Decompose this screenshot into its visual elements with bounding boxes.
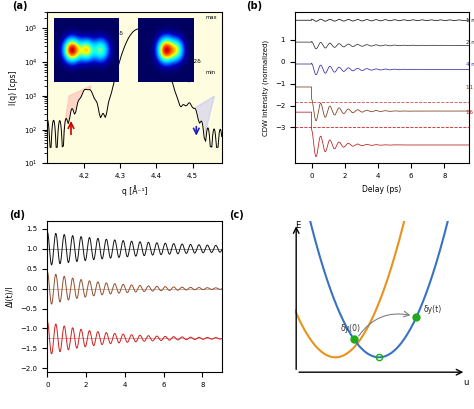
Text: 1 mJ/cm²: 1 mJ/cm² bbox=[466, 17, 474, 23]
Y-axis label: CDW Intensity (normalized): CDW Intensity (normalized) bbox=[263, 40, 269, 136]
Text: u: u bbox=[464, 378, 469, 387]
X-axis label: Delay (ps): Delay (ps) bbox=[363, 185, 402, 194]
Text: q=2+2δ: q=2+2δ bbox=[177, 59, 201, 64]
Text: δy(t): δy(t) bbox=[424, 305, 442, 314]
Text: 11 mJ/cm²: 11 mJ/cm² bbox=[466, 84, 474, 90]
Y-axis label: ΔI(t)/I: ΔI(t)/I bbox=[6, 286, 15, 307]
Text: 2 mJ/cm²: 2 mJ/cm² bbox=[466, 39, 474, 45]
Text: 4 mJ/cm²: 4 mJ/cm² bbox=[466, 61, 474, 67]
Text: δy(0): δy(0) bbox=[341, 324, 361, 333]
Polygon shape bbox=[58, 86, 91, 164]
Text: max: max bbox=[206, 15, 217, 20]
X-axis label: q [Å⁻¹]: q [Å⁻¹] bbox=[122, 185, 147, 196]
Text: min: min bbox=[206, 70, 216, 74]
Text: (d): (d) bbox=[9, 210, 25, 220]
Text: (a): (a) bbox=[12, 1, 28, 11]
Text: E: E bbox=[295, 221, 300, 230]
Y-axis label: I(q) [cps]: I(q) [cps] bbox=[9, 71, 18, 105]
Polygon shape bbox=[182, 96, 214, 164]
Text: 16 mJ/cm²: 16 mJ/cm² bbox=[466, 109, 474, 115]
Text: (b): (b) bbox=[246, 1, 262, 11]
Text: q=2-2δ: q=2-2δ bbox=[102, 31, 124, 36]
Text: (c): (c) bbox=[228, 210, 244, 220]
